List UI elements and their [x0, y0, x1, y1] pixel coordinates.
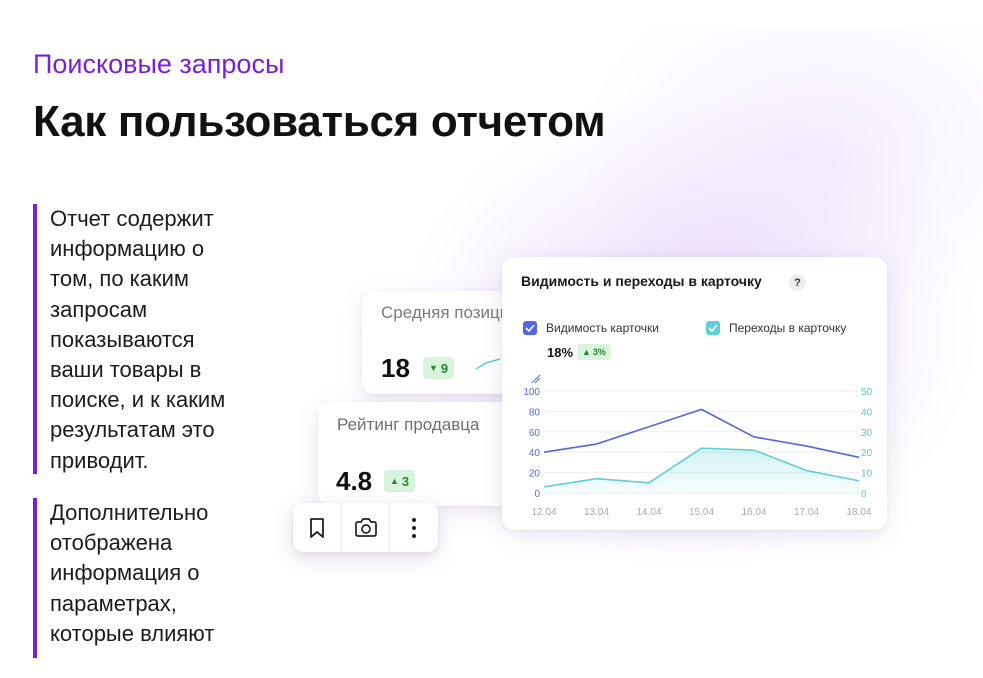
- description-paragraph-1: Отчет содержит информацию о том, по каки…: [33, 204, 273, 474]
- legend-clicks-label: Переходы в карточку: [729, 321, 847, 335]
- page-title: Как пользоваться отчетом: [33, 97, 606, 146]
- seller-rating-value: 4.8: [336, 466, 373, 496]
- text-line: которые влияют: [50, 620, 215, 646]
- text-line: Отчет содержит: [50, 206, 214, 231]
- text-line: информация о: [50, 560, 200, 586]
- checkbox-checked-icon[interactable]: [523, 321, 537, 335]
- triangle-up-icon: ▲: [390, 476, 399, 486]
- x-tick-label: 13.04: [584, 507, 609, 518]
- text-line: запросам: [50, 296, 148, 322]
- text-line: параметрах,: [50, 590, 177, 616]
- line-chart: 0 0 20 10 40 20 60 30 80 40 100 50 12.04 13.04 14.04 15…: [523, 374, 873, 518]
- visibility-metric-badge: ▲ 3%: [577, 344, 611, 360]
- y-left-tick-label: 100: [523, 387, 540, 398]
- action-toolbar: [293, 503, 438, 552]
- avg-position-sparkline: [475, 358, 501, 370]
- avg-position-delta-badge: ▼ 9: [423, 357, 455, 379]
- legend-visibility-label: Видимость карточки: [546, 321, 659, 335]
- avg-position-value: 18: [381, 353, 410, 383]
- text-line: Дополнительно: [50, 500, 209, 525]
- y-left-tick-label: 80: [529, 407, 541, 418]
- text-line: ваши товары в: [50, 357, 202, 383]
- text-line: информацию о: [50, 236, 205, 262]
- bookmark-icon: [309, 517, 324, 538]
- y-left-tick-label: 40: [529, 448, 541, 459]
- legend-clicks[interactable]: Переходы в карточку: [706, 321, 846, 335]
- more-vertical-icon: [412, 517, 417, 538]
- triangle-down-icon: ▼: [429, 363, 438, 373]
- text-line: показываются: [50, 326, 195, 352]
- camera-icon: [354, 517, 377, 537]
- seller-rating-delta-badge: ▲ 3: [384, 470, 416, 492]
- x-tick-label: 18.04: [846, 507, 871, 518]
- more-button[interactable]: [390, 503, 438, 552]
- help-icon[interactable]: ?: [789, 274, 806, 291]
- screenshot-button[interactable]: [342, 503, 391, 552]
- text-line: том, по каким: [50, 266, 190, 292]
- legend-visibility[interactable]: Видимость карточки: [523, 321, 659, 335]
- avg-position-label: Средняя позиция: [381, 303, 519, 322]
- y-right-tick-label: 0: [861, 489, 867, 500]
- y-right-tick-label: 50: [861, 387, 873, 398]
- text-line: отображена: [50, 530, 173, 556]
- y-right-tick-label: 20: [861, 448, 873, 459]
- text-line: приводит.: [50, 447, 149, 473]
- visibility-metric-delta: 3%: [592, 347, 606, 357]
- y-right-tick-label: 40: [861, 407, 873, 418]
- bookmark-button[interactable]: [293, 503, 342, 552]
- y-left-tick-label: 20: [529, 469, 541, 480]
- visibility-chart-card: Видимость и переходы в карточку ? Видимо…: [502, 257, 887, 530]
- text-line: результатам это: [50, 417, 215, 443]
- seller-rating-card: Рейтинг продавца 4.8 ▲ 3: [318, 402, 518, 506]
- seller-rating-delta: 3: [401, 473, 410, 489]
- seller-rating-label: Рейтинг продавца: [337, 415, 480, 434]
- section-eyebrow: Поисковые запросы: [33, 49, 285, 79]
- y-left-tick-label: 60: [529, 428, 541, 439]
- y-right-tick-label: 10: [861, 469, 873, 480]
- visibility-metric-value: 18%: [547, 345, 574, 360]
- y-right-tick-label: 30: [861, 428, 873, 439]
- description-paragraph-2: Дополнительно отображена информация о па…: [33, 498, 273, 658]
- avg-position-delta: 9: [440, 360, 449, 376]
- x-tick-label: 16.04: [741, 507, 766, 518]
- x-tick-label: 14.04: [636, 507, 661, 518]
- x-tick-label: 17.04: [794, 507, 819, 518]
- text-line: поиске, и к каким: [50, 387, 226, 413]
- x-tick-label: 12.04: [531, 507, 556, 518]
- y-left-tick-label: 0: [534, 489, 540, 500]
- checkbox-checked-icon[interactable]: [706, 321, 720, 335]
- x-tick-label: 15.04: [689, 507, 714, 518]
- axis-icon: [531, 374, 541, 384]
- clicks-area: [544, 448, 859, 493]
- triangle-up-icon: ▲: [582, 347, 591, 357]
- chart-title: Видимость и переходы в карточку: [521, 273, 762, 289]
